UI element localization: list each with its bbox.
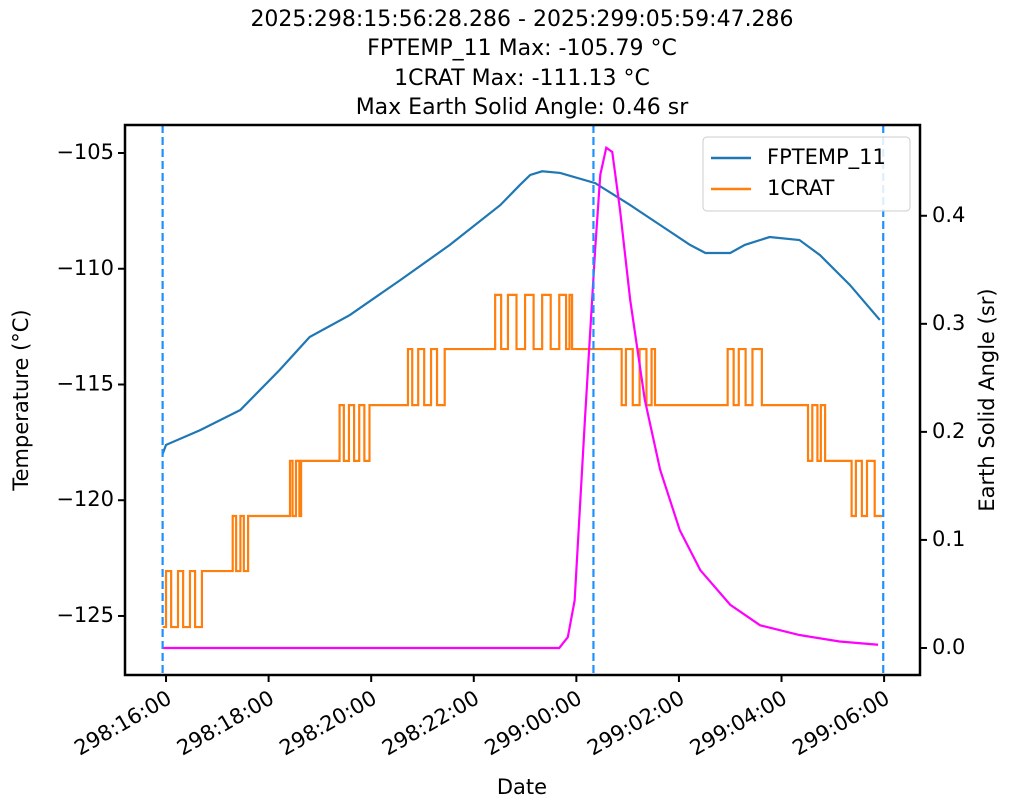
x-tick-label: 298:22:00	[378, 686, 483, 761]
y2-tick-label: 0.0	[932, 635, 965, 659]
x-tick-label: 299:06:00	[788, 686, 893, 761]
y-tick-label: −105	[56, 140, 114, 164]
y-tick-label: −125	[56, 603, 114, 627]
x-tick-label: 298:20:00	[275, 686, 380, 761]
x-tick-label: 298:18:00	[173, 686, 278, 761]
y-tick-label: −115	[56, 371, 114, 395]
y-tick-label: −120	[56, 487, 114, 511]
legend-label: 1CRAT	[767, 176, 834, 200]
y2-tick-label: 0.4	[932, 203, 965, 227]
x-axis-label: Date	[497, 775, 547, 799]
x-tick-label: 299:02:00	[583, 686, 688, 761]
chart-title: FPTEMP_11 Max: -105.79 °C	[367, 36, 677, 61]
y2-tick-label: 0.2	[932, 419, 965, 443]
y2-tick-label: 0.1	[932, 527, 965, 551]
x-tick-label: 299:00:00	[481, 686, 586, 761]
legend-box	[702, 136, 911, 212]
chart-title: 1CRAT Max: -111.13 °C	[394, 66, 650, 91]
y-axis-label: Temperature (°C)	[9, 309, 33, 491]
legend-label: FPTEMP_11	[767, 145, 886, 170]
data-line	[162, 145, 879, 650]
y2-axis-label: Earth Solid Angle (sr)	[975, 288, 999, 511]
x-tick-label: 298:16:00	[70, 686, 175, 761]
chart-title: Max Earth Solid Angle: 0.46 sr	[356, 95, 690, 120]
data-line	[161, 170, 881, 455]
y-tick-label: −110	[56, 256, 114, 280]
axes-frame	[123, 123, 922, 677]
y2-tick-label: 0.3	[932, 311, 965, 335]
x-tick-label: 299:04:00	[686, 686, 791, 761]
data-line	[162, 293, 884, 629]
chart-title: 2025:298:15:56:28.286 - 2025:299:05:59:4…	[250, 7, 793, 32]
